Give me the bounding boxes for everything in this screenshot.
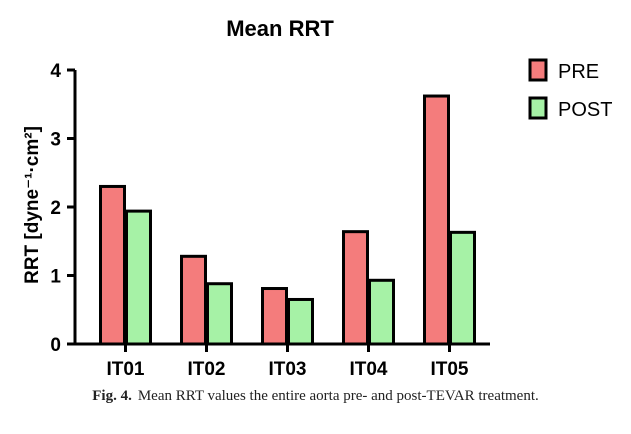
y-tick-label: 4 <box>50 61 61 82</box>
bar-post-it03 <box>287 297 314 346</box>
chart-title: Mean RRT <box>226 16 334 41</box>
x-tick-label: IT03 <box>268 359 306 380</box>
bar-post-it05 <box>449 230 476 346</box>
bar-pre-it03 <box>261 287 288 346</box>
legend-swatch-post <box>528 96 548 120</box>
y-axis-label: RRT [dyne⁻¹·cm²] <box>22 126 43 284</box>
bar-post-it04 <box>368 278 395 346</box>
legend-swatch-pre <box>528 58 548 82</box>
bar-pre-it04 <box>342 230 369 346</box>
caption-label: Fig. 4. <box>92 388 132 404</box>
legend: PRE POST <box>528 58 612 121</box>
y-tick-label: 1 <box>50 267 61 288</box>
x-tick-label: IT01 <box>106 359 144 380</box>
bar-pre-it01 <box>99 184 126 346</box>
y-tick-label: 0 <box>50 335 61 356</box>
bar-post-it02 <box>206 282 233 346</box>
legend-label-post: POST <box>558 99 612 121</box>
x-tick-label: IT02 <box>187 359 225 380</box>
bar-post-it01 <box>125 209 152 346</box>
legend-label-pre: PRE <box>558 61 599 83</box>
x-tick-label: IT04 <box>349 359 387 380</box>
plot-area: 0 1 2 3 4 IT01 IT02 IT03 IT04 IT05 <box>50 61 490 380</box>
y-tick-label: 3 <box>50 130 61 151</box>
bar-pre-it02 <box>180 254 207 346</box>
y-tick-label: 2 <box>50 198 61 219</box>
x-tick-label: IT05 <box>430 359 468 380</box>
chart: Mean RRT RRT [dyne⁻¹·cm²] 0 1 2 3 4 IT01 IT02 I… <box>22 16 612 380</box>
figure-caption: Fig. 4. Mean RRT values the entire aorta … <box>0 388 631 405</box>
bar-pre-it05 <box>423 94 450 346</box>
caption-text: Mean RRT values the entire aorta pre- an… <box>137 388 539 404</box>
